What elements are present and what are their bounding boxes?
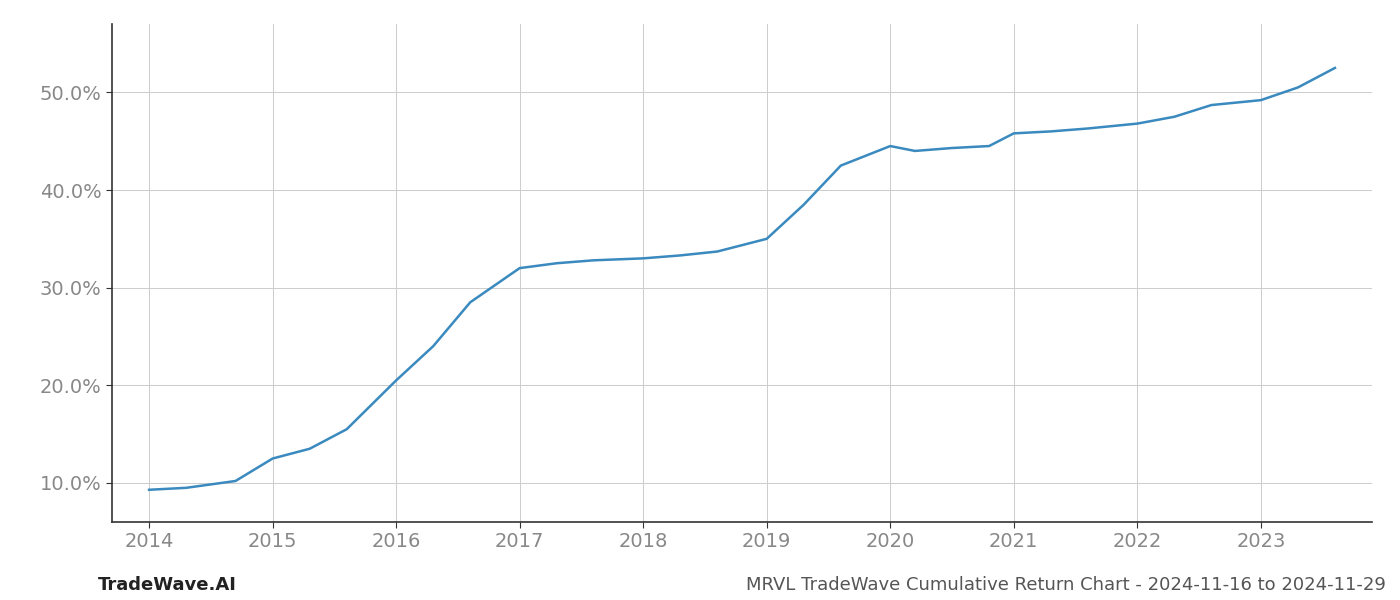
Text: MRVL TradeWave Cumulative Return Chart - 2024-11-16 to 2024-11-29: MRVL TradeWave Cumulative Return Chart -… xyxy=(746,576,1386,594)
Text: TradeWave.AI: TradeWave.AI xyxy=(98,576,237,594)
